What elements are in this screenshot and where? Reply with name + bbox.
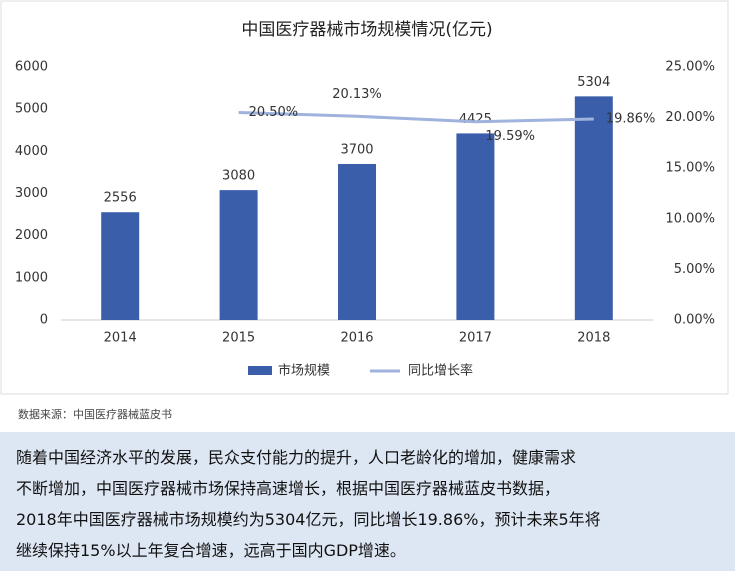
x-tick-label: 2017 — [459, 331, 492, 346]
y-tick-label: 2000 — [15, 228, 48, 243]
bar — [338, 163, 376, 320]
y-tick-label: 4000 — [15, 144, 48, 159]
y-tick-label: 6000 — [15, 60, 48, 75]
bar — [219, 190, 258, 320]
x-tick-label: 2018 — [577, 331, 610, 346]
y2-tick-label: 25.00% — [665, 60, 715, 75]
chart: 中国医疗器械市场规模情况(亿元) 数据来源：中国医疗器械蓝皮书 0 1000 200… — [0, 0, 729, 421]
paragraph-line: 继续保持15%以上年复合增速，远高于国内GDP增速。 — [16, 541, 406, 560]
y2-tick-label: 15.00% — [665, 161, 715, 176]
bar — [456, 133, 495, 320]
x-tick-label: 2016 — [340, 331, 373, 346]
legend-swatch — [248, 366, 272, 375]
y-tick-label: 1000 — [15, 270, 48, 285]
x-tick-label: 2014 — [104, 331, 137, 346]
y2-tick-label: 10.00% — [665, 211, 715, 226]
bar — [574, 96, 613, 321]
bar — [101, 212, 140, 320]
y2-tick-label: 0.00% — [674, 313, 715, 328]
data-label: 3080 — [222, 169, 255, 184]
paragraph-line: 2018年中国医疗器械市场规模约为5304亿元，同比增长19.86%，预计未来5… — [16, 510, 601, 529]
legend-label: 同比增长率 — [408, 363, 473, 379]
legend-label: 市场规模 — [278, 363, 330, 379]
data-label: 19.59% — [485, 129, 535, 144]
data-label: 19.86% — [606, 112, 656, 127]
data-label: 4425 — [459, 112, 492, 127]
paragraph-line: 不断增加，中国医疗器械市场保持高速增长，根据中国医疗器械蓝皮书数据， — [16, 479, 561, 498]
x-tick-label: 2015 — [222, 331, 255, 346]
chart-title: 中国医疗器械市场规模情况(亿元) — [241, 20, 492, 40]
source: 数据来源：中国医疗器械蓝皮书 — [18, 407, 172, 421]
chart-border — [0, 0, 729, 395]
y-tick-label: 5000 — [15, 102, 48, 117]
data-label: 20.50% — [249, 105, 299, 120]
y2-tick-label: 20.00% — [665, 110, 715, 125]
paragraph-line: 随着中国经济水平的发展，民众支付能力的提升，人口老龄化的增加，健康需求 — [16, 448, 577, 467]
data-label: 5304 — [577, 75, 610, 90]
line — [238, 111, 594, 124]
data-label: 3700 — [340, 142, 373, 157]
y-tick-label: 0 — [40, 313, 48, 328]
data-label: 20.13% — [332, 87, 382, 102]
data-label: 2556 — [104, 191, 137, 206]
y2-tick-label: 5.00% — [674, 262, 715, 277]
paragraph: 随着中国经济水平的发展，民众支付能力的提升，人口老龄化的增加，健康需求 不断增加，… — [0, 432, 735, 571]
y-tick-label: 3000 — [15, 186, 48, 201]
